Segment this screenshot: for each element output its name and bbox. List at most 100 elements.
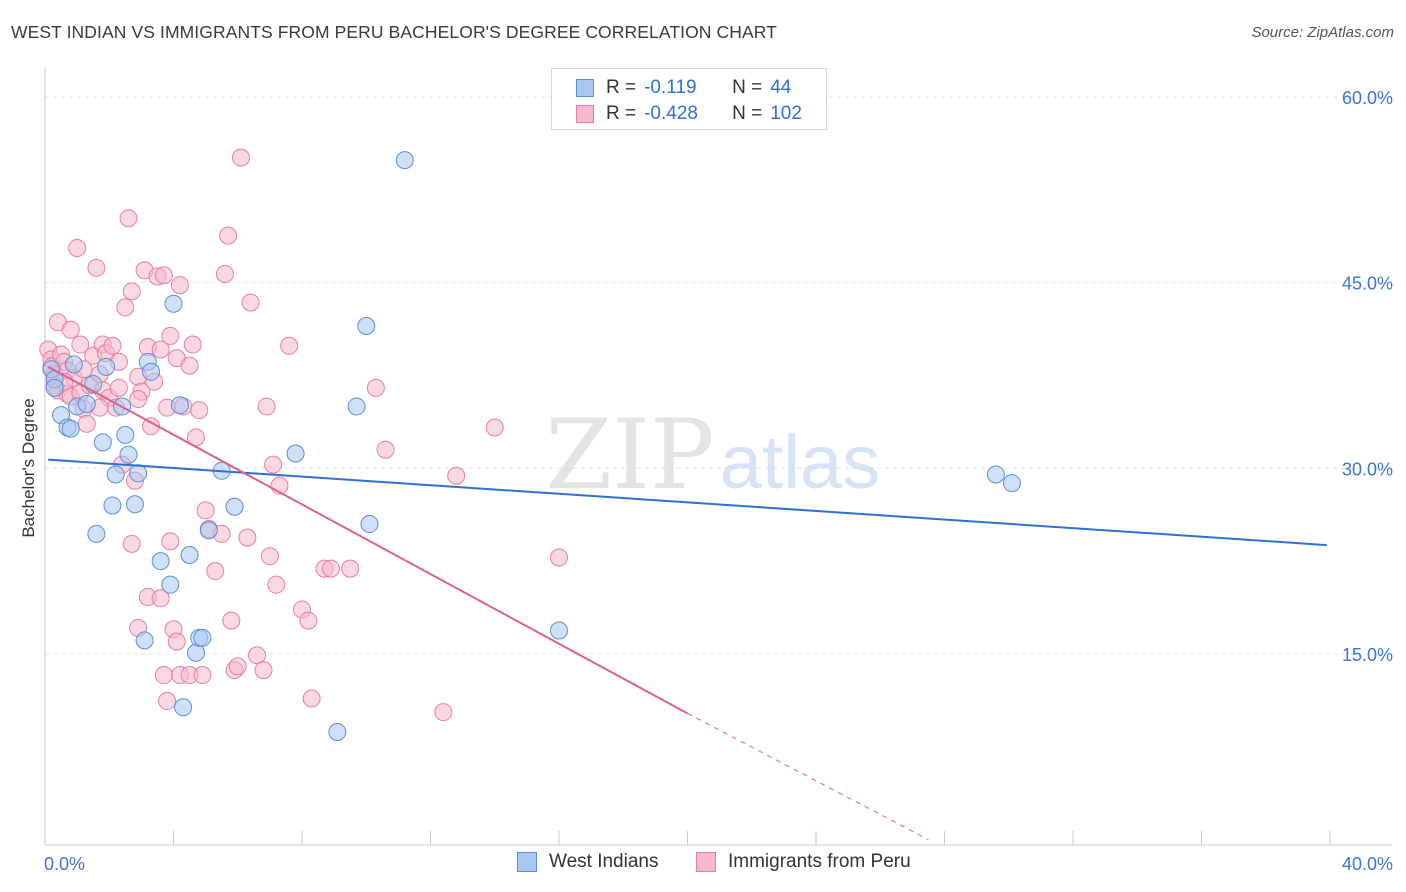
tick-labels: 15.0% 30.0% 45.0% 60.0% 0.0% 40.0% bbox=[44, 88, 1393, 874]
source-label: Source: ZipAtlas.com bbox=[1251, 24, 1394, 41]
y-tick-label: 15.0% bbox=[1342, 645, 1393, 665]
data-point bbox=[170, 276, 189, 295]
correlation-legend: R = -0.119 N = 44 R = -0.428 N = 102 bbox=[551, 68, 827, 130]
data-point bbox=[321, 559, 340, 578]
data-point bbox=[248, 646, 267, 665]
data-point bbox=[151, 589, 170, 608]
data-point bbox=[103, 496, 122, 515]
data-point bbox=[142, 362, 161, 381]
data-point bbox=[122, 534, 141, 553]
watermark-atlas: atlas bbox=[720, 420, 881, 505]
trend-line-west-indians bbox=[48, 458, 1327, 547]
data-point bbox=[199, 521, 218, 540]
data-point bbox=[151, 340, 170, 359]
y-axis-label: Bachelor's Degree bbox=[19, 398, 38, 537]
data-point bbox=[87, 524, 106, 543]
data-point bbox=[183, 335, 202, 354]
legend-n-label: N = bbox=[732, 77, 763, 98]
data-point bbox=[154, 666, 173, 685]
data-point bbox=[222, 611, 241, 630]
data-point bbox=[103, 336, 122, 355]
legend-r-label: R = bbox=[606, 77, 637, 98]
data-point bbox=[550, 621, 568, 640]
data-point bbox=[161, 575, 180, 594]
data-point bbox=[170, 396, 189, 415]
data-point bbox=[231, 148, 250, 167]
data-point bbox=[122, 282, 141, 301]
legend-item-peru[interactable]: Immigrants from Peru bbox=[696, 851, 911, 873]
data-point bbox=[116, 425, 135, 444]
legend-swatch-pink bbox=[576, 105, 594, 123]
data-point bbox=[71, 335, 90, 354]
data-point bbox=[215, 265, 234, 284]
watermark-zip: ZIP bbox=[545, 399, 714, 511]
legend-swatch-blue bbox=[576, 79, 594, 97]
data-point bbox=[434, 703, 453, 722]
data-point bbox=[193, 628, 212, 647]
data-point bbox=[45, 378, 64, 397]
data-point bbox=[135, 631, 154, 650]
data-point bbox=[347, 397, 366, 416]
data-point bbox=[328, 722, 347, 741]
legend-label-west-indians: West Indians bbox=[549, 851, 659, 872]
legend-r-label: R = bbox=[606, 103, 637, 124]
data-point bbox=[68, 239, 87, 258]
data-point bbox=[61, 320, 80, 339]
data-point bbox=[61, 419, 80, 438]
legend-r-value: -0.428 bbox=[644, 103, 698, 124]
data-point bbox=[238, 528, 257, 547]
data-point bbox=[125, 495, 144, 514]
legend-label-peru: Immigrants from Peru bbox=[728, 851, 911, 872]
data-point bbox=[280, 336, 299, 355]
data-point bbox=[180, 545, 199, 564]
data-point bbox=[167, 632, 186, 651]
data-point bbox=[109, 378, 128, 397]
series-legend: West Indians Immigrants from Peru bbox=[0, 851, 1406, 877]
data-point bbox=[154, 266, 173, 285]
x-tick-label: 40.0% bbox=[1342, 854, 1393, 874]
legend-r-value: -0.119 bbox=[644, 77, 697, 98]
data-point bbox=[254, 661, 273, 680]
legend-row-peru: R = -0.428 N = 102 bbox=[576, 102, 802, 126]
data-point bbox=[93, 433, 112, 452]
data-point bbox=[151, 552, 170, 571]
legend-swatch-pink bbox=[696, 852, 716, 872]
trend-line-peru bbox=[47, 365, 688, 715]
data-point bbox=[77, 414, 96, 433]
axes bbox=[44, 68, 1392, 846]
data-point bbox=[1002, 474, 1021, 493]
data-point bbox=[106, 465, 125, 484]
legend-item-west-indians[interactable]: West Indians bbox=[517, 851, 658, 873]
data-point bbox=[193, 666, 212, 685]
data-point bbox=[357, 316, 376, 335]
data-point bbox=[257, 397, 276, 416]
data-point bbox=[485, 418, 504, 437]
y-tick-label: 30.0% bbox=[1342, 459, 1393, 479]
data-point bbox=[196, 501, 215, 520]
data-point bbox=[180, 356, 199, 375]
data-point bbox=[447, 466, 466, 485]
legend-swatch-blue bbox=[517, 852, 537, 872]
data-point bbox=[129, 390, 148, 409]
data-point bbox=[299, 611, 318, 630]
y-tick-label: 60.0% bbox=[1342, 88, 1393, 108]
data-point bbox=[366, 378, 385, 397]
legend-n-label: N = bbox=[732, 103, 763, 124]
data-point bbox=[241, 293, 260, 312]
data-point bbox=[158, 692, 177, 711]
trend-lines bbox=[47, 365, 1327, 841]
watermark: ZIP atlas bbox=[545, 399, 880, 511]
data-point bbox=[341, 559, 360, 578]
data-point bbox=[190, 401, 209, 420]
x-tick-label: 0.0% bbox=[44, 854, 85, 874]
data-point bbox=[360, 515, 379, 534]
legend-n-value: 102 bbox=[770, 103, 802, 124]
data-point bbox=[260, 547, 279, 566]
data-point bbox=[119, 445, 138, 464]
data-point bbox=[228, 657, 247, 676]
data-point bbox=[376, 440, 395, 459]
legend-n-value: 44 bbox=[770, 77, 792, 98]
data-point bbox=[550, 548, 568, 567]
data-point bbox=[225, 497, 244, 516]
